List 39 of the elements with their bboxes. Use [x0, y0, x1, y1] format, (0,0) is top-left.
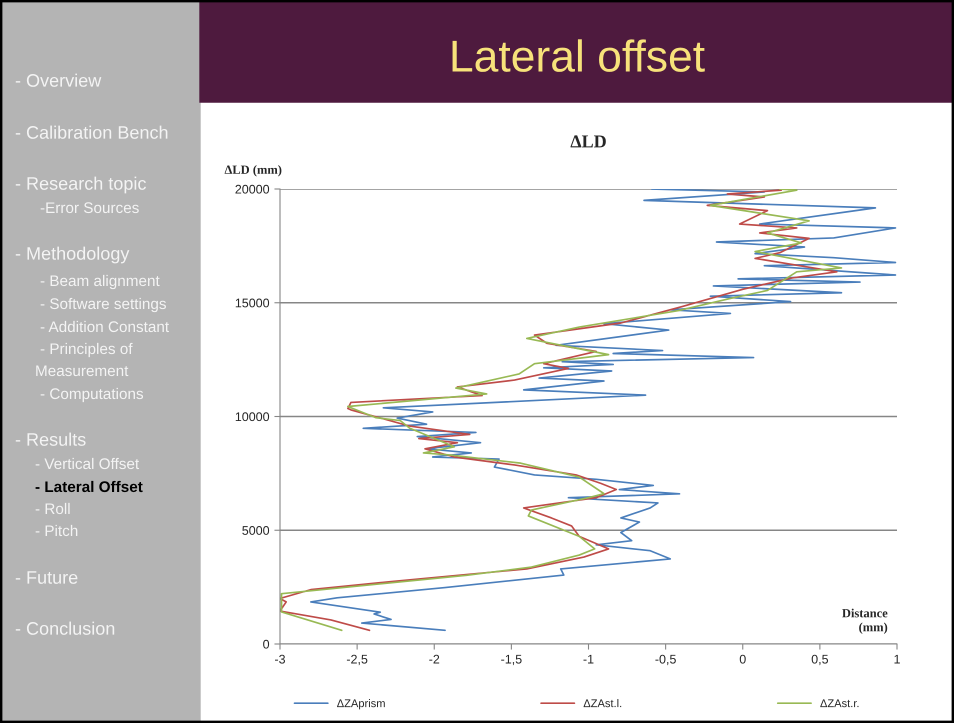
text: -Error Sources	[40, 202, 139, 214]
y-tick-label: 15000	[236, 298, 270, 308]
text: - Methodology	[16, 246, 130, 264]
x-tick-label: 0	[740, 654, 746, 664]
x-tick-label: -2	[429, 654, 440, 664]
text: - Addition Constant	[40, 320, 169, 332]
y-axis-title: ΔLD (mm)	[224, 165, 282, 176]
x-tick-label: -0,5	[655, 654, 676, 666]
text: - Computations	[40, 388, 144, 402]
text: - Pitch	[36, 524, 78, 536]
text: - Overview	[16, 74, 102, 87]
text: - Software settings	[40, 298, 166, 312]
y-tick-label: 20000	[235, 184, 270, 194]
x-tick-label: -3	[275, 654, 286, 664]
chart-subtitle: ΔLD	[570, 135, 606, 148]
y-tick-label: 5000	[242, 526, 270, 535]
text: - Calibration Bench	[16, 126, 168, 139]
legend-label: ΔZAprism	[337, 699, 385, 710]
x-tick-label: -1,5	[501, 654, 522, 666]
text: - Research topic	[16, 176, 146, 194]
x-tick-label: 1	[894, 654, 900, 664]
x-tick-label: -1	[584, 654, 594, 664]
text: - Roll	[36, 502, 70, 514]
x-tick-label: 0,5	[812, 654, 828, 666]
x-axis-title: Distance (mm)	[842, 608, 888, 634]
chart-title: Lateral offset	[452, 39, 705, 72]
text: - Future	[16, 571, 78, 584]
text: - Vertical Offset	[36, 458, 140, 470]
x-tick-label: -2,5	[346, 654, 368, 666]
y-tick-label: 0	[263, 640, 270, 649]
legend-label: ΔZAst.l.	[584, 699, 622, 708]
y-tick-label: 10000	[236, 412, 270, 422]
text: - Conclusion	[16, 622, 114, 635]
text: - Lateral Offset	[36, 480, 143, 492]
text: - Beam alignment	[40, 274, 160, 290]
legend-label: ΔZAst.r.	[820, 699, 858, 708]
text: Measurement	[36, 365, 128, 376]
text: - Principles of	[40, 342, 133, 358]
text: - Results	[16, 432, 86, 446]
